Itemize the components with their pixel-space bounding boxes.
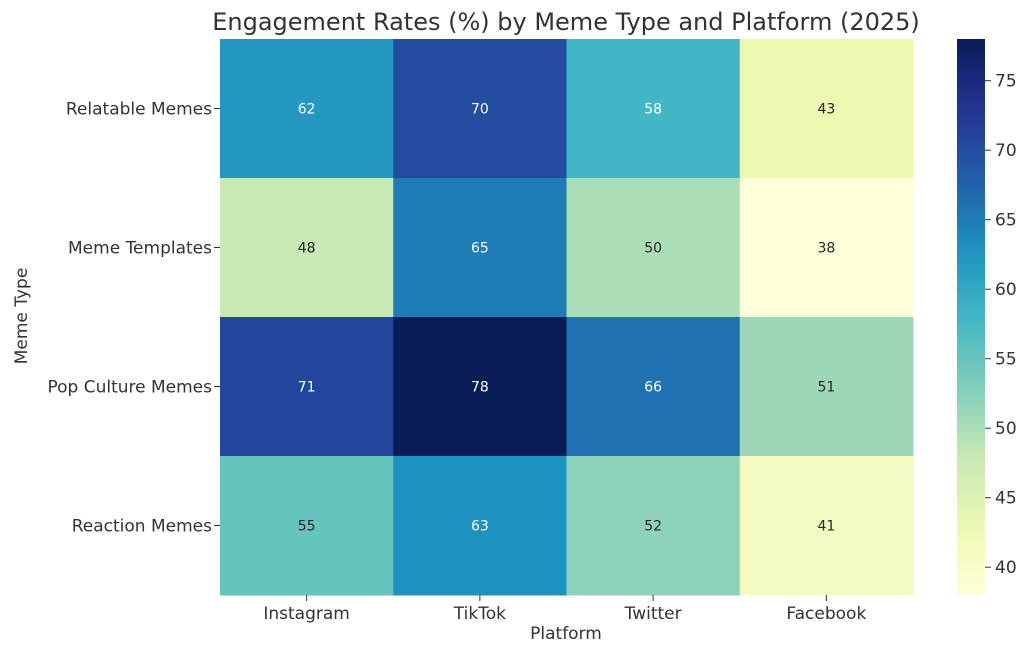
cell-value-label: 48 xyxy=(298,241,316,257)
colorbar-tick-label: 50 xyxy=(995,419,1017,439)
heatmap-cell xyxy=(220,39,394,179)
cell-value-label: 70 xyxy=(471,102,489,118)
cell-value-label: 58 xyxy=(644,102,662,118)
heatmap-cell xyxy=(739,39,914,179)
colorbar: 40 45 50 55 60 65 70 75 xyxy=(957,39,1017,595)
cell-value-label: 41 xyxy=(817,519,835,535)
heatmap-cell xyxy=(393,178,567,318)
x-axis-ticks: Instagram TikTok Twitter Facebook xyxy=(263,595,866,624)
heatmap-cell xyxy=(393,39,567,179)
colorbar-tick-label: 40 xyxy=(995,558,1017,578)
x-axis-label: Platform xyxy=(530,624,602,644)
cell-value-label: 50 xyxy=(644,241,662,257)
colorbar-tick-label: 70 xyxy=(995,141,1017,161)
colorbar-tick-label: 60 xyxy=(995,280,1017,300)
cell-value-label: 51 xyxy=(817,380,835,396)
cell-value-label: 78 xyxy=(471,380,489,396)
x-tick-label: Facebook xyxy=(786,604,866,624)
heatmap-cell xyxy=(220,317,394,457)
heatmap-cell xyxy=(220,178,394,318)
y-axis-label: Meme Type xyxy=(12,268,32,365)
y-tick-label: Relatable Memes xyxy=(66,100,212,120)
heatmap-cell xyxy=(739,317,914,457)
y-tick-label: Pop Culture Memes xyxy=(47,378,212,398)
x-tick-label: Twitter xyxy=(624,604,682,624)
y-tick-label: Meme Templates xyxy=(68,239,212,259)
heatmap-cell xyxy=(566,39,741,179)
colorbar-tick-label: 65 xyxy=(995,211,1017,231)
x-tick-label: Instagram xyxy=(263,604,350,624)
heatmap-cell xyxy=(220,456,394,596)
colorbar-tick-label: 55 xyxy=(995,350,1017,370)
cell-value-label: 63 xyxy=(471,519,489,535)
cell-value-label: 66 xyxy=(644,380,662,396)
cell-value-label: 65 xyxy=(471,241,489,257)
heatmap-cell xyxy=(393,456,567,596)
x-tick-label: TikTok xyxy=(453,604,506,624)
cell-value-label: 43 xyxy=(817,102,835,118)
y-tick-label: Reaction Memes xyxy=(72,517,212,537)
heatmap-cell xyxy=(739,178,914,318)
heatmap-cells: 62 70 58 43 48 65 50 38 71 78 66 51 55 63 52 41 xyxy=(220,39,914,596)
cell-value-label: 71 xyxy=(298,380,316,396)
colorbar-tick-label: 75 xyxy=(995,72,1017,92)
heatmap-cell xyxy=(566,456,741,596)
heatmap-cell xyxy=(393,317,567,457)
cell-value-label: 62 xyxy=(298,102,316,118)
heatmap-cell xyxy=(739,456,914,596)
cell-value-label: 55 xyxy=(298,519,316,535)
y-axis-ticks: Relatable Memes Meme Templates Pop Culture… xyxy=(47,100,220,537)
cell-value-label: 52 xyxy=(644,519,662,535)
colorbar-tick-label: 45 xyxy=(995,489,1017,509)
chart-title: Engagement Rates (%) by Meme Type and Pl… xyxy=(212,8,920,36)
heatmap-cell xyxy=(566,178,741,318)
heatmap-cell xyxy=(566,317,741,457)
cell-value-label: 38 xyxy=(817,241,835,257)
colorbar-fill xyxy=(957,39,985,595)
